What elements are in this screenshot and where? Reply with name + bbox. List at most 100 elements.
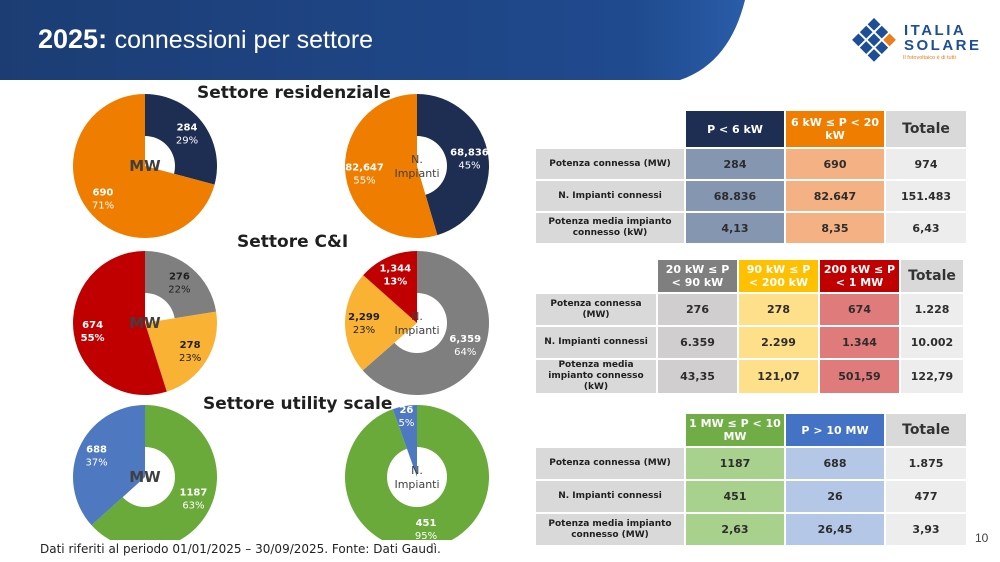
logo-panels-icon bbox=[852, 17, 896, 62]
slice-percent-label: 55% bbox=[81, 333, 105, 344]
slice-percent-label: 5% bbox=[398, 418, 414, 429]
table-col-header-totale: Totale bbox=[886, 414, 966, 446]
donut-slice bbox=[363, 251, 417, 323]
slice-value-label: 278 bbox=[180, 340, 201, 351]
table-row-label: N. Impianti connessi bbox=[536, 327, 656, 358]
slice-value-label: 26 bbox=[399, 405, 413, 416]
donut-center-label: N. Impianti bbox=[394, 464, 439, 491]
slice-value-label: 68,836 bbox=[450, 147, 489, 158]
page-number: 10 bbox=[975, 531, 989, 545]
table-cell: 2,63 bbox=[686, 514, 784, 545]
donut-slice bbox=[392, 404, 417, 477]
table-row-label: Potenza connessa (MW) bbox=[536, 294, 656, 325]
table-cell: 1.344 bbox=[820, 327, 899, 358]
header-band: 2025: connessioni per settore ITALIA SOL… bbox=[0, 0, 1000, 84]
slice-value-label: 2,299 bbox=[348, 312, 380, 323]
table-cell-total: 6,43 bbox=[886, 213, 966, 243]
table-ci: 20 kW ≤ P < 90 kW 90 kW ≤ P < 200 kW 200… bbox=[534, 258, 965, 395]
slice-percent-label: 55% bbox=[353, 176, 375, 187]
table-corner bbox=[536, 414, 684, 446]
section-title-ci: Settore C&I bbox=[237, 232, 349, 252]
table-cell: 43,35 bbox=[658, 360, 737, 393]
table-cell-total: 1.228 bbox=[901, 294, 963, 325]
table-cell: 674 bbox=[820, 294, 899, 325]
table-col-header: 20 kW ≤ P < 90 kW bbox=[658, 260, 737, 292]
slice-percent-label: 13% bbox=[383, 277, 407, 288]
slice-value-label: 276 bbox=[169, 272, 190, 283]
section-title-utility: Settore utility scale bbox=[203, 394, 393, 414]
table-cell: 688 bbox=[786, 448, 884, 479]
table-col-header: 1 MW ≤ P < 10 MW bbox=[686, 414, 784, 446]
slice-value-label: 1,344 bbox=[379, 264, 411, 275]
table-cell: 4,13 bbox=[686, 213, 784, 243]
table-col-header: P < 6 kW bbox=[686, 111, 784, 147]
slice-percent-label: 37% bbox=[85, 457, 107, 468]
table-residenziale: P < 6 kW 6 kW ≤ P < 20 kW Totale Potenza… bbox=[534, 109, 968, 245]
donut-slice bbox=[417, 94, 489, 236]
table-cell: 2.299 bbox=[739, 327, 818, 358]
table-cell: 26 bbox=[786, 481, 884, 512]
slice-percent-label: 45% bbox=[458, 160, 480, 171]
donut-center-label: MW bbox=[129, 157, 161, 175]
donut-center-label: MW bbox=[129, 468, 161, 486]
header-shape bbox=[0, 0, 745, 80]
table-cell-total: 151.483 bbox=[886, 181, 966, 211]
table-cell: 284 bbox=[686, 149, 784, 179]
donut-center-label: N. Impianti bbox=[394, 153, 439, 180]
donut-slice bbox=[73, 94, 215, 239]
slice-value-label: 690 bbox=[93, 187, 114, 198]
table-cell: 68.836 bbox=[686, 181, 784, 211]
table-cell: 82.647 bbox=[786, 181, 884, 211]
donut-slice bbox=[345, 275, 417, 371]
table-row-label: N. Impianti connessi bbox=[536, 481, 684, 512]
table-row-label: Potenza media impianto connesso (kW) bbox=[536, 213, 684, 243]
table-row-label: Potenza media impianto connesso (kW) bbox=[536, 360, 656, 393]
slice-value-label: 6,359 bbox=[449, 334, 481, 345]
slice-percent-label: 23% bbox=[179, 353, 201, 364]
table-cell: 276 bbox=[658, 294, 737, 325]
slice-percent-label: 63% bbox=[182, 501, 204, 512]
slice-percent-label: 23% bbox=[353, 325, 375, 336]
table-cell-total: 122,79 bbox=[901, 360, 963, 393]
slice-value-label: 284 bbox=[177, 123, 198, 134]
donut-chart: 68,836 45% 82,647 55% N. Impianti bbox=[344, 94, 489, 239]
table-row-label: N. Impianti connessi bbox=[536, 181, 684, 211]
table-utility: 1 MW ≤ P < 10 MW P > 10 MW Totale Potenz… bbox=[534, 412, 968, 547]
table-col-header: 6 kW ≤ P < 20 kW bbox=[786, 111, 884, 147]
table-row-label: Potenza connessa (MW) bbox=[536, 448, 684, 479]
table-cell: 501,59 bbox=[820, 360, 899, 393]
table-col-header: 200 kW ≤ P < 1 MW bbox=[820, 260, 899, 292]
table-cell-total: 10.002 bbox=[901, 327, 963, 358]
italia-solare-logo: ITALIA SOLARE Il fotovoltaico è di tutti bbox=[850, 17, 979, 66]
table-cell-total: 1.875 bbox=[886, 448, 966, 479]
slice-value-label: 688 bbox=[86, 444, 107, 455]
source-note: Dati riferiti al periodo 01/01/2025 – 30… bbox=[40, 542, 441, 556]
section-title-residenziale: Settore residenziale bbox=[197, 83, 391, 103]
donut-center-label: N. Impianti bbox=[394, 310, 439, 337]
table-col-header: P > 10 MW bbox=[786, 414, 884, 446]
slice-value-label: 674 bbox=[82, 320, 103, 331]
donut-charts: 284 29% 690 71% MW 68,836 45% 82,647 55% N. Impian… bbox=[72, 94, 489, 540]
donut-chart: 451 95% 26 5% N. Impianti bbox=[345, 405, 489, 540]
table-cell: 8,35 bbox=[786, 213, 884, 243]
table-col-header-totale: Totale bbox=[901, 260, 963, 292]
slice-value-label: 451 bbox=[416, 518, 437, 529]
slice-percent-label: 95% bbox=[415, 531, 437, 540]
slice-percent-label: 29% bbox=[176, 136, 198, 147]
table-cell: 121,07 bbox=[739, 360, 818, 393]
page-title: 2025: connessioni per settore bbox=[38, 24, 374, 54]
table-row-label: Potenza connessa (MW) bbox=[536, 149, 684, 179]
donut-slice bbox=[73, 405, 145, 526]
donut-chart: 6,359 64% 2,299 23% 1,344 13% N. Impianti bbox=[345, 251, 489, 395]
table-cell: 1187 bbox=[686, 448, 784, 479]
table-col-header: 90 kW ≤ P < 200 kW bbox=[739, 260, 818, 292]
slice-value-label: 1187 bbox=[180, 488, 208, 499]
table-cell-total: 974 bbox=[886, 149, 966, 179]
slice-value-label: 82,647 bbox=[345, 163, 384, 174]
table-cell-total: 477 bbox=[886, 481, 966, 512]
table-cell: 26,45 bbox=[786, 514, 884, 545]
slice-percent-label: 22% bbox=[168, 285, 190, 296]
donut-slice bbox=[145, 311, 217, 392]
table-cell: 278 bbox=[739, 294, 818, 325]
logo-text-italia: ITALIA bbox=[904, 22, 967, 39]
